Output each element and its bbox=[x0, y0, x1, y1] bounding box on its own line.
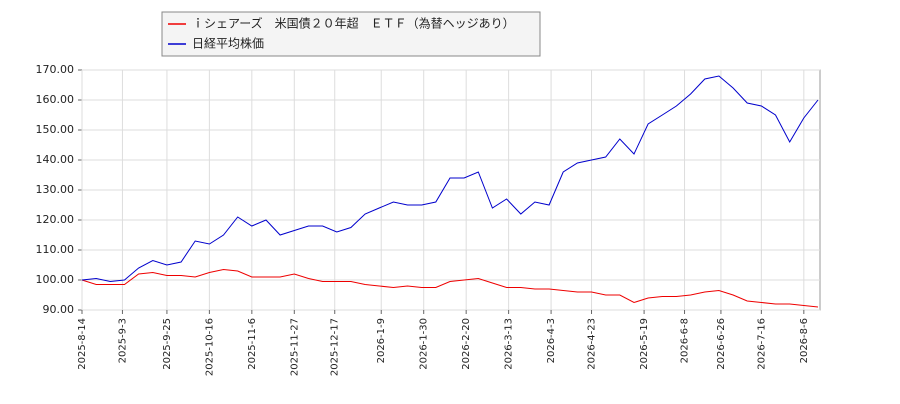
x-tick-label: 2026-1-9 bbox=[376, 318, 387, 363]
y-tick-label: 140.00 bbox=[36, 153, 75, 166]
x-tick-label: 2026-4-23 bbox=[587, 318, 598, 370]
series-line bbox=[81, 268, 819, 308]
x-tick-label: 2025-9-25 bbox=[162, 318, 173, 370]
legend-label: 日経平均株価 bbox=[192, 36, 264, 51]
y-tick-label: 90.00 bbox=[43, 303, 75, 316]
x-tick-label: 2025-12-17 bbox=[330, 318, 341, 376]
x-tick-label: 2026-4-3 bbox=[546, 318, 557, 363]
x-tick-label: 2026-6-26 bbox=[716, 318, 727, 370]
legend-label: ｉシェアーズ 米国債２０年超 ＥＴＦ（為替ヘッジあり） bbox=[192, 16, 515, 31]
y-tick-label: 120.00 bbox=[36, 213, 75, 226]
y-tick-label: 110.00 bbox=[36, 243, 75, 256]
y-tick-label: 150.00 bbox=[36, 123, 75, 136]
legend-box bbox=[161, 11, 541, 57]
x-tick-label: 2025-8-14 bbox=[77, 318, 88, 370]
x-tick-label: 2026-2-20 bbox=[461, 318, 472, 370]
x-tick-label: 2026-3-13 bbox=[504, 318, 515, 370]
y-tick-label: 170.00 bbox=[36, 63, 75, 76]
x-tick-label: 2026-5-19 bbox=[639, 318, 650, 370]
series-line bbox=[81, 75, 819, 283]
x-tick-label: 2026-6-8 bbox=[680, 318, 691, 363]
y-tick-label: 100.00 bbox=[36, 273, 75, 286]
x-tick-label: 2025-10-16 bbox=[204, 318, 215, 376]
y-tick-label: 130.00 bbox=[36, 183, 75, 196]
y-tick-label: 160.00 bbox=[36, 93, 75, 106]
x-tick-label: 2025-11-27 bbox=[289, 318, 300, 376]
x-tick-label: 2025-11-6 bbox=[247, 318, 258, 370]
x-tick-label: 2026-8-6 bbox=[799, 318, 810, 363]
x-tick-label: 2025-9-3 bbox=[117, 318, 128, 363]
x-tick-label: 2026-1-30 bbox=[419, 318, 430, 370]
x-tick-label: 2026-7-16 bbox=[756, 318, 767, 370]
